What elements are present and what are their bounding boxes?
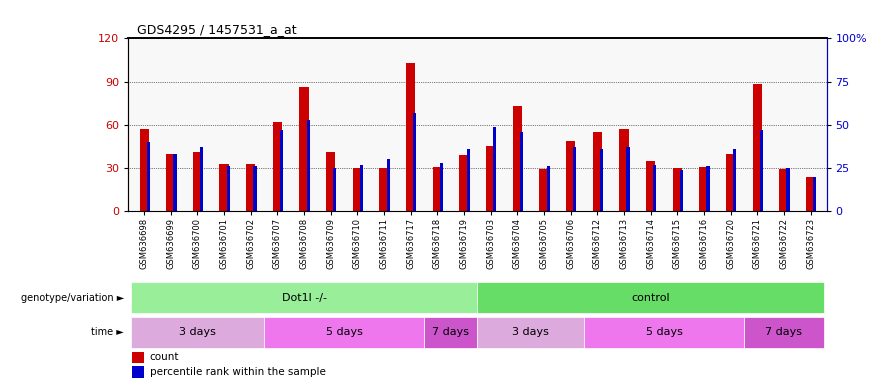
Bar [779,169,789,211]
Bar [573,147,576,211]
Bar [584,316,744,348]
Bar [326,152,335,211]
Bar [440,163,443,211]
Bar [733,149,736,211]
Bar [353,168,362,211]
Text: percentile rank within the sample: percentile rank within the sample [149,367,325,377]
Bar [460,155,469,211]
Bar [132,352,144,363]
Bar [546,166,550,211]
Bar [173,154,177,211]
Text: 5 days: 5 days [645,327,682,337]
Bar [273,122,282,211]
Text: time ►: time ► [91,327,124,337]
Bar [627,147,629,211]
Bar [706,166,710,211]
Bar [131,316,264,348]
Bar [264,316,424,348]
Bar [226,166,230,211]
Text: genotype/variation ►: genotype/variation ► [20,293,124,303]
Bar [246,164,255,211]
Bar [333,168,337,211]
Bar [280,130,283,211]
Bar [493,126,497,211]
Bar [680,170,683,211]
Bar [360,164,363,211]
Bar [477,282,824,313]
Text: 7 days: 7 days [766,327,803,337]
Bar [726,154,735,211]
Bar [813,177,816,211]
Text: 7 days: 7 days [432,327,469,337]
Text: 3 days: 3 days [512,327,549,337]
Bar [147,142,150,211]
Bar [300,87,309,211]
Bar [193,152,202,211]
Bar [752,84,762,211]
Text: count: count [149,353,179,362]
Bar [513,106,522,211]
Bar [406,63,415,211]
Bar [413,113,416,211]
Bar [379,168,389,211]
Bar [787,168,789,211]
Bar [386,159,390,211]
Text: Dot1l -/-: Dot1l -/- [282,293,326,303]
Bar [432,167,442,211]
Bar [219,164,229,211]
Text: GDS4295 / 1457531_a_at: GDS4295 / 1457531_a_at [137,23,297,36]
Bar [132,366,144,378]
Bar [600,149,603,211]
Bar [307,120,309,211]
Bar [806,177,815,211]
Bar [520,132,523,211]
Bar [424,316,477,348]
Bar [673,168,682,211]
Bar [620,129,629,211]
Bar [200,147,203,211]
Bar [653,164,656,211]
Bar [477,316,584,348]
Bar [566,141,575,211]
Text: 5 days: 5 days [325,327,362,337]
Bar [646,161,655,211]
Bar [486,146,495,211]
Bar [759,130,763,211]
Bar [592,132,602,211]
Bar [744,316,824,348]
Bar [699,167,709,211]
Text: control: control [631,293,670,303]
Bar [467,149,469,211]
Bar [131,282,477,313]
Bar [166,154,176,211]
Bar [539,169,549,211]
Bar [140,129,149,211]
Text: 3 days: 3 days [179,327,216,337]
Bar [254,166,256,211]
